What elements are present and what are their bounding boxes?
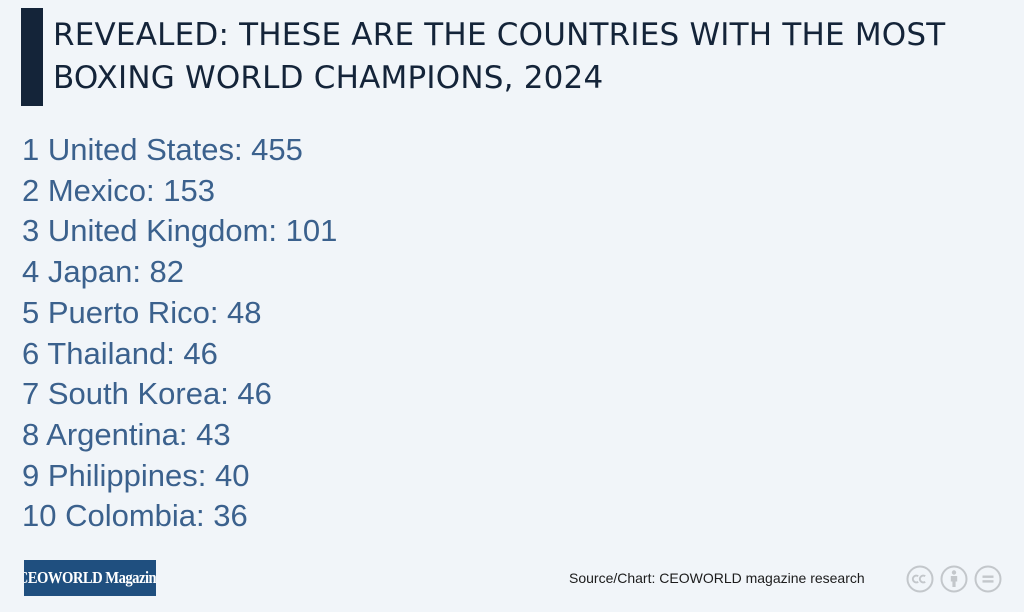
ranking-item-2: 2 Mexico: 153 xyxy=(22,172,215,208)
creative-commons-icon[interactable] xyxy=(906,565,934,593)
ranking-item-8: 8 Argentina: 43 xyxy=(22,416,231,452)
ranking-item-6: 6 Thailand: 46 xyxy=(22,335,218,371)
ranking-item-1: 1 United States: 455 xyxy=(22,132,303,167)
ranking-item-4: 4 Japan: 82 xyxy=(22,254,185,290)
logo-text: CEOWORLD Magazine xyxy=(24,568,156,587)
title-line-2: BOXING WORLD CHAMPIONS, 2024 xyxy=(53,60,604,96)
source-credit: Source/Chart: CEOWORLD magazine research xyxy=(569,570,865,586)
ranking-item-9: 9 Philippines: 40 xyxy=(22,457,250,493)
ranking-list: 1 United States: 455 2 Mexico: 153 3 Uni… xyxy=(22,130,337,537)
title-line-1: REVEALED: THESE ARE THE COUNTRIES WITH T… xyxy=(53,17,946,53)
ranking-item-7: 7 South Korea: 46 xyxy=(22,376,272,412)
attribution-icon[interactable] xyxy=(940,565,968,593)
title-accent-bar xyxy=(21,8,43,106)
no-derivatives-icon[interactable] xyxy=(974,565,1002,593)
ranking-item-3: 3 United Kingdom: 101 xyxy=(22,213,338,249)
ceoworld-logo[interactable]: CEOWORLD Magazine xyxy=(24,560,156,596)
ranking-item-5: 5 Puerto Rico: 48 xyxy=(22,294,262,330)
ranking-item-10: 10 Colombia: 36 xyxy=(22,498,248,534)
page-title: REVEALED: THESE ARE THE COUNTRIES WITH T… xyxy=(53,14,1013,100)
license-icons xyxy=(906,565,1002,593)
